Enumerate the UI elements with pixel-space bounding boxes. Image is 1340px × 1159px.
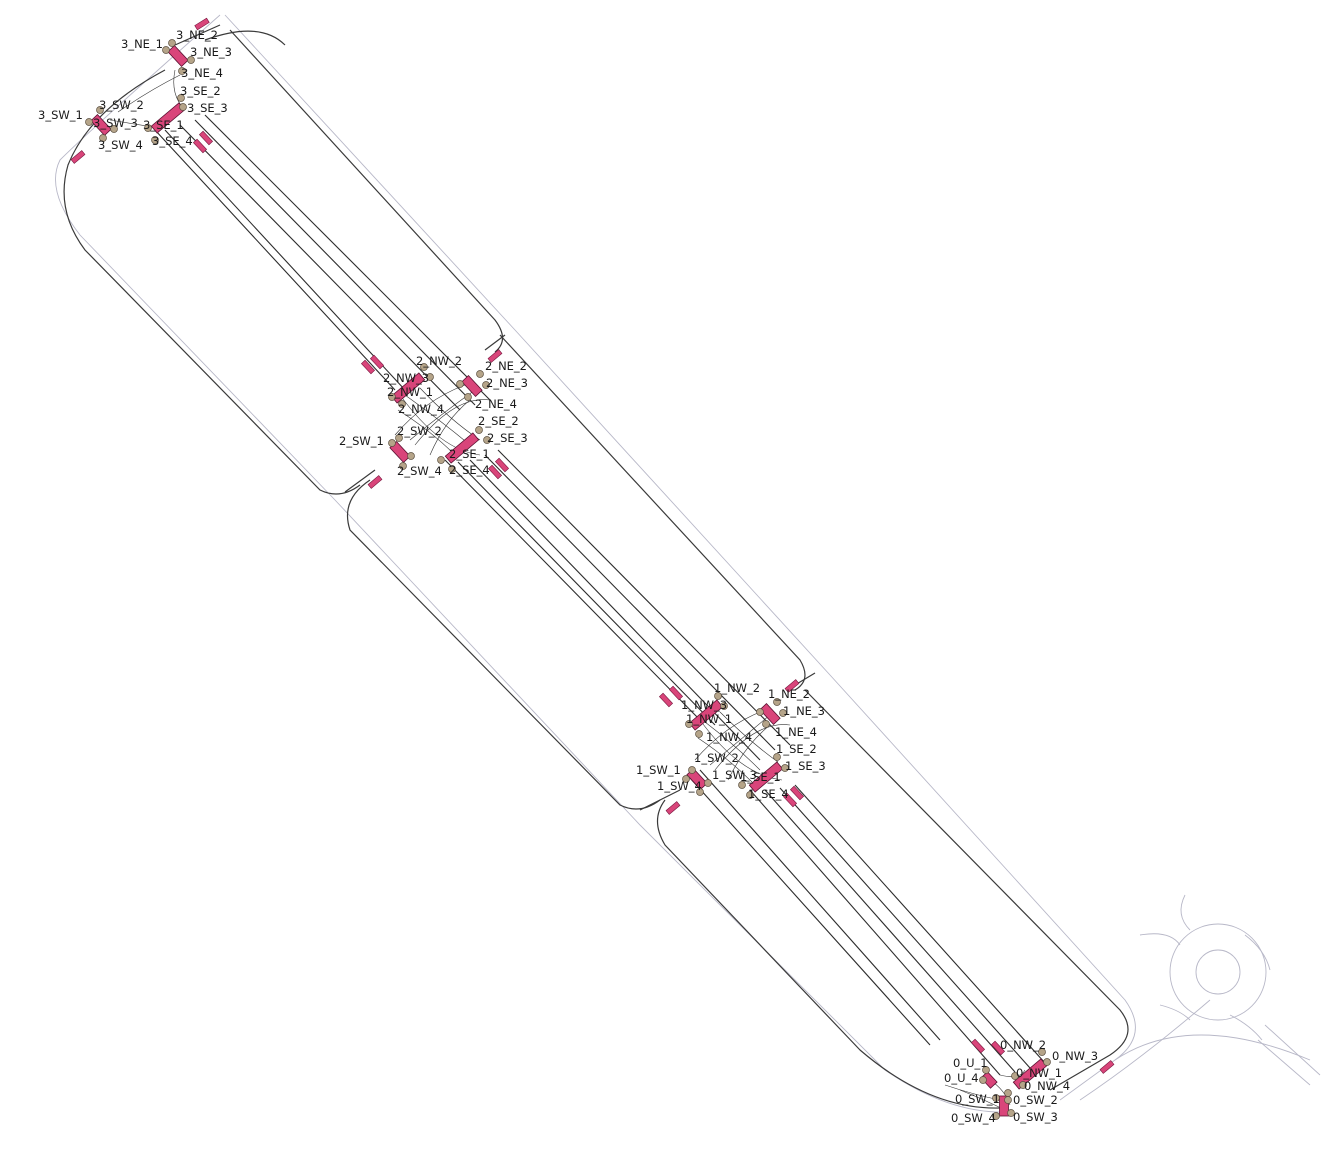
node-label: 2_NE_4 (475, 397, 517, 411)
node-label: 2_SE_2 (478, 414, 519, 428)
node-label: 3_SW_3 (93, 116, 138, 130)
node-label: 0_SW_3 (1013, 1110, 1058, 1124)
node-label: 2_SW_4 (397, 464, 442, 478)
junction-1-labels: 1_NW_1 1_NW_2 1_NW_3 1_NW_4 1_NE_2 1_NE_… (636, 681, 826, 801)
node-label: 2_SW_2 (397, 424, 442, 438)
junction-3-labels: 3_NE_1 3_NE_2 3_NE_3 3_NE_4 3_SE_1 3_SE_… (38, 28, 232, 152)
node-label: 3_NE_2 (176, 28, 218, 42)
node-label: 0_NW_3 (1052, 1049, 1098, 1063)
node-label: 2_NW_1 (387, 385, 433, 399)
node-label: 1_SE_1 (740, 770, 781, 784)
node-label: 3_SE_2 (180, 84, 221, 98)
node-label: 2_SW_1 (339, 434, 384, 448)
node-label: 0_SW_2 (1013, 1093, 1058, 1107)
node-label: 3_NE_1 (121, 37, 163, 51)
node-label: 1_NE_3 (783, 704, 825, 718)
outer-loop-road (63, 24, 1129, 1109)
node-label: 1_SE_3 (785, 759, 826, 773)
junction-0-labels: 0_NW_1 0_NW_2 0_NW_3 0_NW_4 0_U_1 0_U_4 … (944, 1038, 1098, 1125)
node-label: 1_NW_2 (714, 681, 760, 695)
junction-2-connectors (394, 384, 491, 456)
node-label: 1_SW_1 (636, 763, 681, 777)
outer-boundary (55, 14, 1321, 1113)
node-label: 2_NE_3 (486, 376, 528, 390)
node-label: 1_NW_3 (681, 698, 727, 712)
node-label: 2_NW_2 (416, 354, 462, 368)
node-label: 2_SE_1 (449, 447, 490, 461)
node-label: 0_NW_4 (1024, 1079, 1070, 1093)
node-label: 2_NE_2 (485, 359, 527, 373)
node-label: 1_SW_3 (712, 768, 757, 782)
arterial-lanes (154, 114, 1046, 1076)
node-label: 0_SW_1 (955, 1092, 1000, 1106)
signal-bars (90, 45, 1048, 1117)
node-label: 1_SW_2 (694, 751, 739, 765)
node-label: 3_NE_4 (181, 66, 223, 80)
node-label: 1_NE_4 (775, 725, 817, 739)
node-label: 1_SE_4 (748, 787, 789, 801)
node-label: 2_SE_4 (449, 463, 490, 477)
node-label: 0_U_4 (944, 1071, 979, 1085)
node-label: 2_NW_3 (383, 371, 429, 385)
node-label: 3_SE_3 (187, 101, 228, 115)
node-label: 3_SW_4 (98, 138, 143, 152)
node-label: 2_SE_3 (487, 431, 528, 445)
node-label: 0_SW_4 (951, 1111, 996, 1125)
node-label: 1_SW_4 (657, 779, 702, 793)
node-label: 3_NE_3 (190, 45, 232, 59)
node-label: 1_SE_2 (776, 742, 817, 756)
node-label: 3_SE_4 (152, 134, 193, 148)
node-label: 0_NW_2 (1000, 1038, 1046, 1052)
node-label: 1_NE_2 (768, 687, 810, 701)
roundabout (1139, 894, 1271, 1041)
node-label: 0_NW_1 (1016, 1066, 1062, 1080)
node-label: 1_NW_4 (706, 730, 752, 744)
approach-dashes (70, 17, 1115, 1074)
junction-2-labels: 2_NW_1 2_NW_2 2_NW_3 2_NW_4 2_NE_2 2_NE_… (339, 354, 528, 478)
node-label: 2_NW_4 (398, 402, 444, 416)
node-label: 0_U_1 (953, 1056, 988, 1070)
node-label: 3_SW_1 (38, 108, 83, 122)
nodes (85, 39, 1051, 1120)
node-label: 1_NW_1 (686, 712, 732, 726)
node-label: 3_SE_1 (143, 118, 184, 132)
node-label: 3_SW_2 (99, 98, 144, 112)
